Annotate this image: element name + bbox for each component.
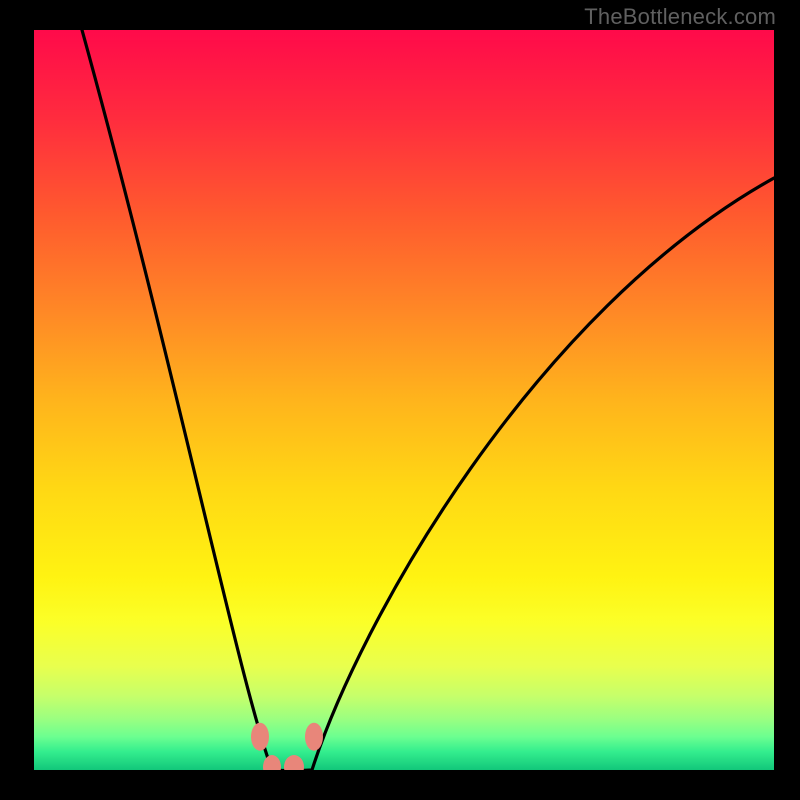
curve-marker <box>263 755 281 770</box>
watermark-text: TheBottleneck.com <box>584 4 776 30</box>
curve-marker <box>284 755 304 770</box>
plot-area <box>34 30 774 770</box>
curve-marker <box>305 723 323 751</box>
curve-marker <box>251 723 269 751</box>
bottleneck-curve <box>34 30 774 770</box>
